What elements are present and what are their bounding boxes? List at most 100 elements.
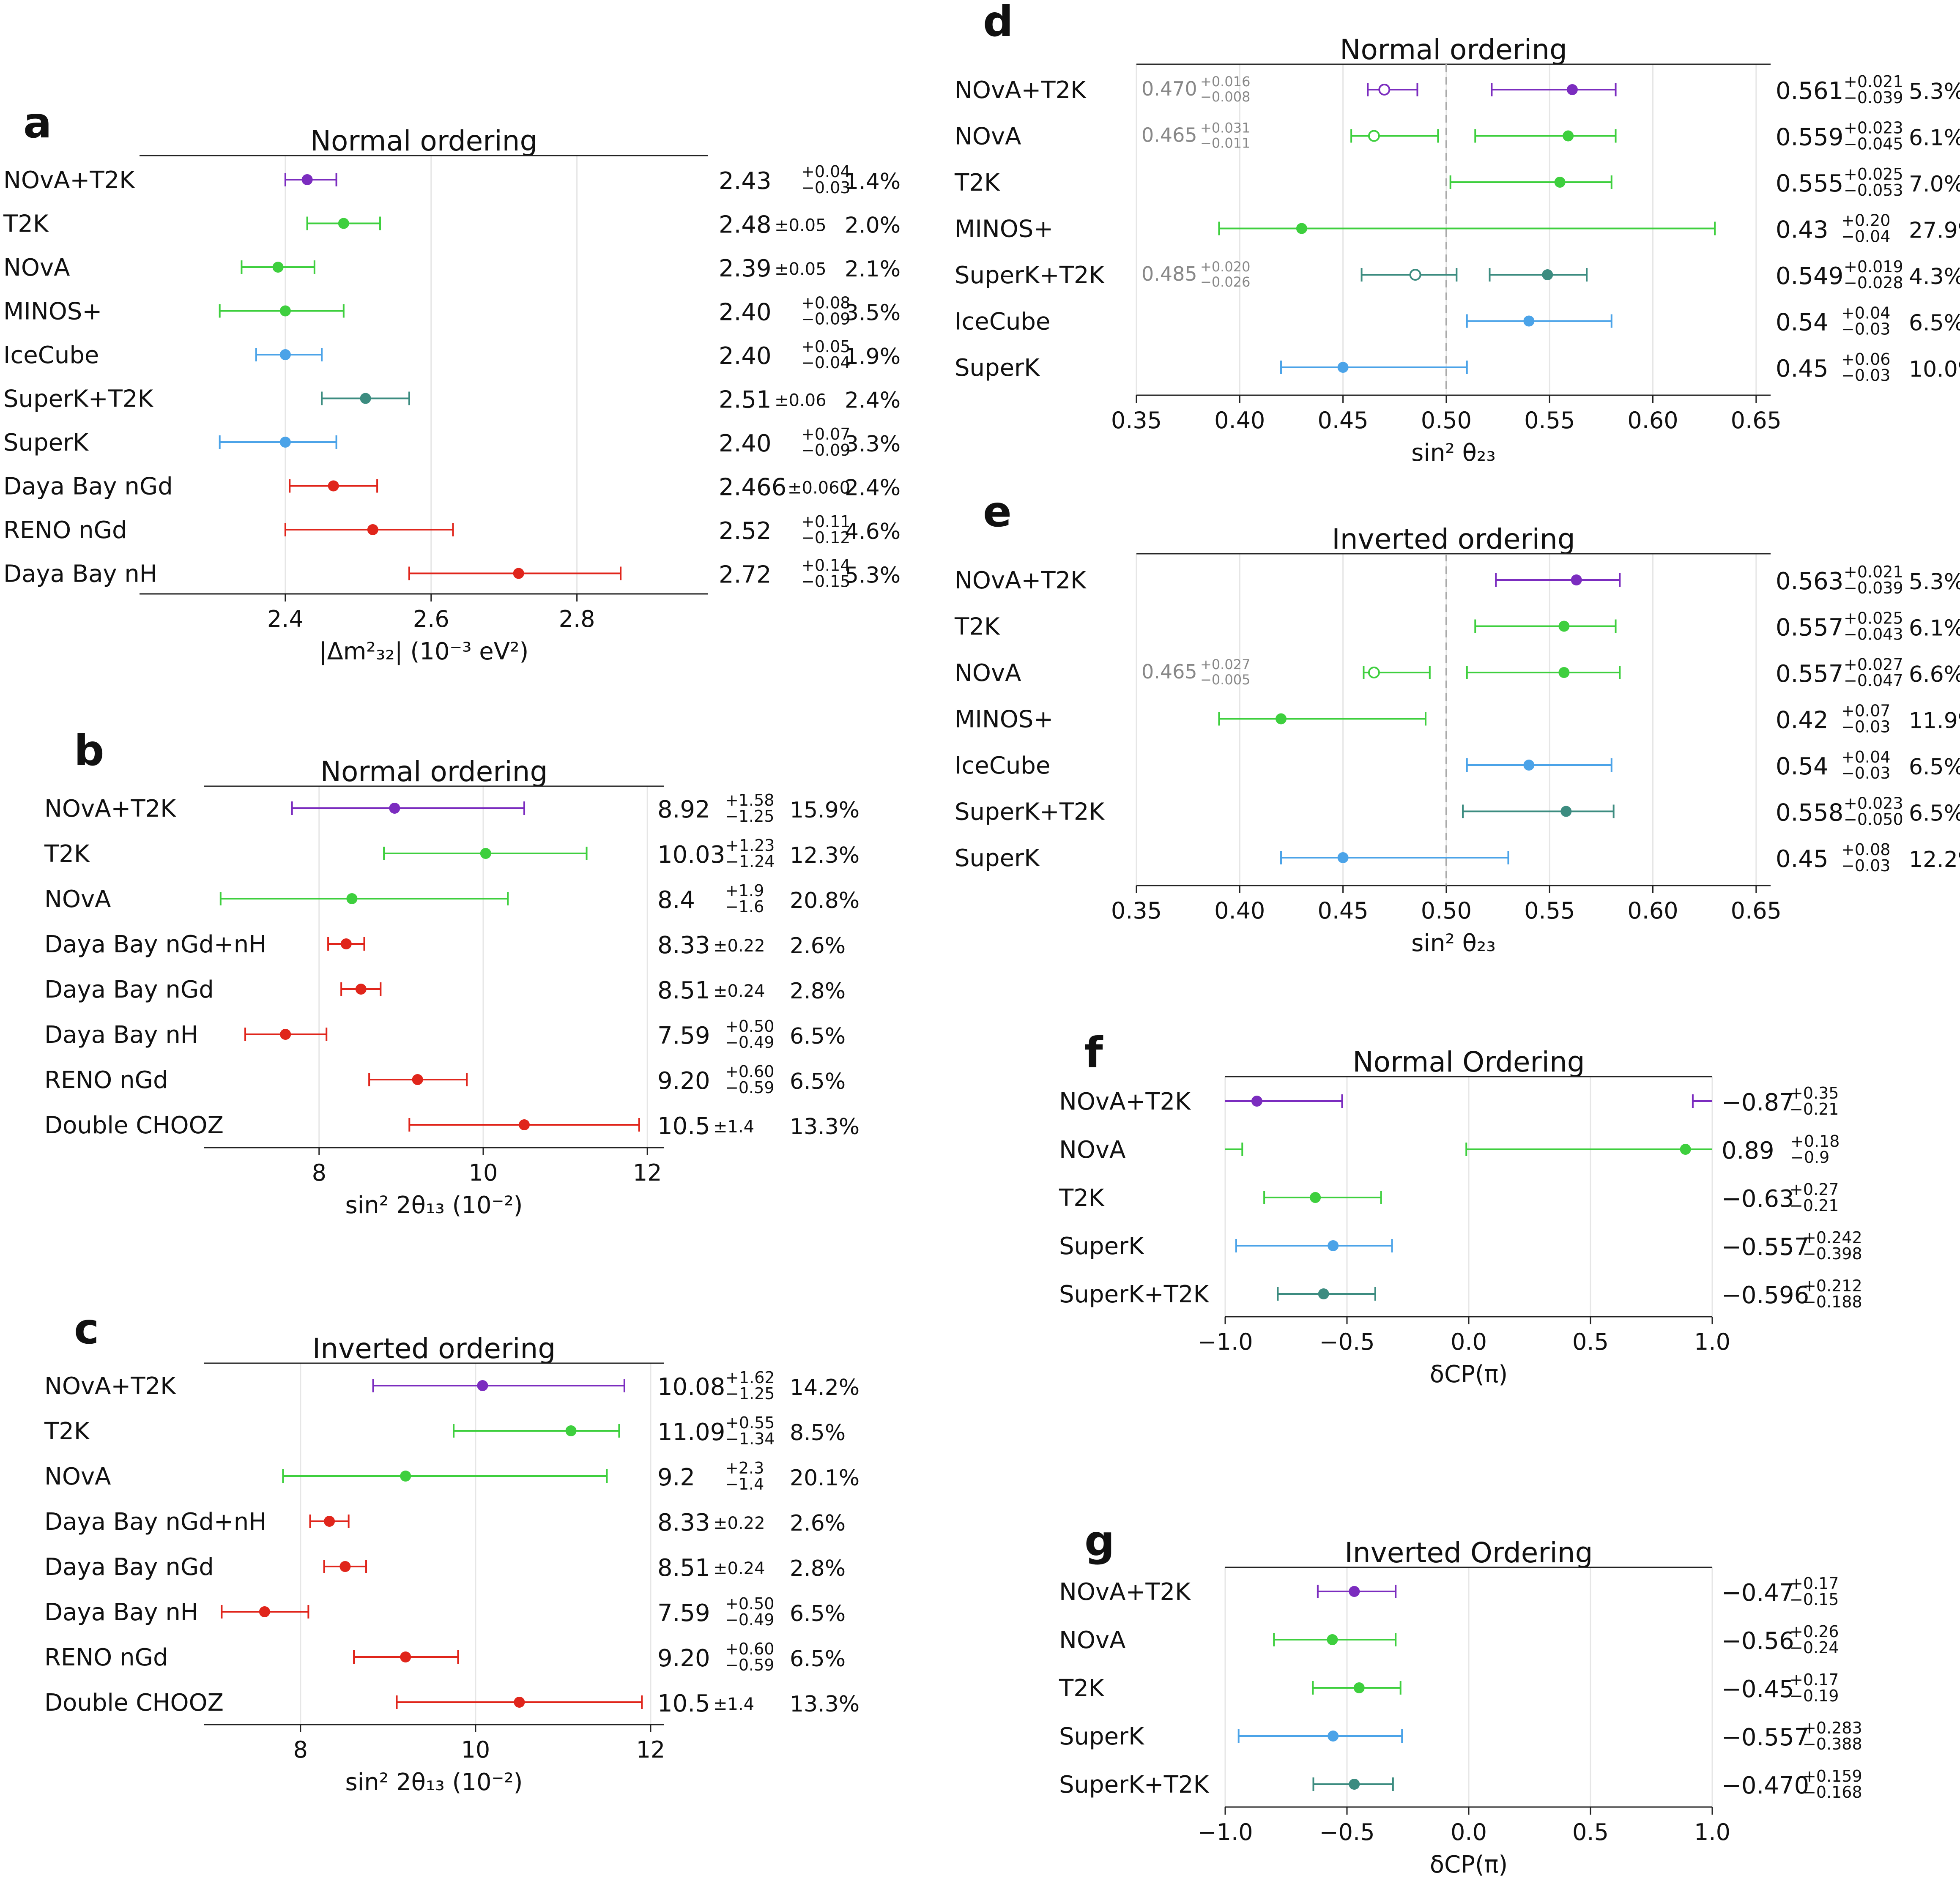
error-down: −1.4 (725, 1475, 764, 1493)
row-label: NOvA (955, 659, 1021, 687)
row-label: SuperK+T2K (3, 385, 154, 413)
error-up: +0.50 (725, 1594, 774, 1613)
data-point (1276, 713, 1287, 725)
central-value: 0.89 (1722, 1137, 1774, 1165)
relative-error: 6.5% (790, 1069, 846, 1094)
error-down: −0.12 (801, 528, 850, 547)
error-up: +0.025 (1844, 609, 1903, 628)
data-point (1523, 760, 1535, 771)
data-point (1251, 1096, 1262, 1107)
secondary-error-down: −0.005 (1200, 672, 1250, 688)
row-label: RENO nGd (44, 1066, 168, 1094)
error-down: −1.24 (725, 852, 775, 871)
relative-error: 14.2% (790, 1375, 860, 1400)
relative-error: 5.3% (1909, 569, 1960, 595)
row-label: NOvA+T2K (44, 1372, 176, 1400)
error-up: +0.019 (1844, 257, 1903, 276)
row-label: Double CHOOZ (44, 1112, 224, 1139)
error-down: −0.039 (1844, 88, 1903, 107)
error-up: +0.021 (1844, 563, 1903, 581)
central-value: −0.470 (1722, 1772, 1809, 1799)
x-tick-label: 10 (469, 1159, 498, 1186)
x-axis-label: |Δm²₃₂| (10⁻³ eV²) (319, 638, 529, 665)
central-value: 0.557 (1776, 614, 1843, 642)
x-tick-label: 0.35 (1111, 897, 1162, 924)
x-tick-label: 8 (293, 1736, 308, 1763)
data-point (340, 938, 352, 949)
error-up: +0.26 (1790, 1622, 1839, 1641)
data-point (477, 1380, 488, 1391)
panel-letter: f (1084, 1028, 1103, 1077)
error-down: −0.04 (1841, 227, 1890, 246)
panel-letter: c (74, 1304, 99, 1353)
data-point (1680, 1144, 1691, 1155)
error-down: −0.039 (1844, 579, 1903, 597)
x-axis-label: sin² 2θ₁₃ (10⁻²) (345, 1769, 523, 1796)
error-up: +0.20 (1841, 211, 1890, 230)
data-point (1353, 1682, 1365, 1693)
error-down: −0.24 (1790, 1638, 1839, 1657)
central-value: 9.20 (657, 1067, 710, 1095)
central-value: 0.559 (1776, 124, 1843, 151)
relative-error: 15.9% (790, 798, 860, 823)
chart-title: Inverted ordering (1332, 523, 1575, 555)
data-point (400, 1651, 411, 1662)
row-label: Daya Bay nH (44, 1021, 198, 1049)
relative-error: 20.1% (790, 1465, 860, 1491)
data-point (1337, 362, 1349, 373)
relative-error: 20.8% (790, 888, 860, 913)
symmetric-error: ±0.060 (788, 478, 850, 498)
data-point (324, 1516, 335, 1527)
row-label: SuperK (3, 429, 89, 457)
central-value: 11.09 (657, 1419, 725, 1446)
data-point (480, 848, 491, 859)
error-up: +0.023 (1844, 794, 1903, 813)
relative-error: 3.3% (845, 432, 901, 457)
row-label: NOvA+T2K (955, 567, 1087, 594)
secondary-data-point (1368, 130, 1380, 142)
relative-error: 5.3% (1909, 79, 1960, 104)
relative-error: 6.5% (790, 1646, 846, 1672)
row-label: NOvA+T2K (44, 795, 176, 823)
relative-error: 3.5% (845, 301, 901, 326)
error-down: −0.03 (1841, 366, 1890, 385)
relative-error: 7.0% (1909, 172, 1960, 197)
central-value: 0.45 (1776, 845, 1829, 873)
row-label: SuperK (955, 845, 1040, 872)
data-point (1310, 1192, 1321, 1203)
relative-error: 13.3% (790, 1114, 860, 1140)
error-up: +0.025 (1844, 165, 1903, 183)
central-value: 0.54 (1776, 753, 1829, 780)
data-point (346, 893, 358, 904)
central-value: −0.557 (1722, 1233, 1809, 1261)
chart-title: Normal ordering (1340, 33, 1567, 66)
x-tick-label: 2.4 (267, 606, 304, 632)
row-label: MINOS+ (955, 706, 1053, 733)
relative-error: 6.5% (1909, 755, 1960, 780)
panel-letter: e (983, 487, 1012, 536)
data-point (1571, 574, 1582, 585)
error-up: +0.021 (1844, 72, 1903, 91)
row-label: T2K (954, 169, 1000, 197)
x-tick-label: 0.40 (1214, 897, 1265, 924)
error-down: −0.15 (801, 572, 850, 591)
secondary-error-up: +0.020 (1200, 259, 1250, 275)
central-value: 2.51 (719, 386, 772, 414)
relative-error: 1.9% (845, 344, 901, 369)
central-value: 8.4 (657, 886, 695, 914)
error-up: +0.14 (801, 556, 850, 575)
central-value: 10.5 (657, 1113, 710, 1140)
panel-letter: a (23, 98, 52, 148)
data-point (1560, 806, 1572, 817)
x-tick-label: 0.50 (1421, 407, 1472, 434)
data-point (1296, 223, 1307, 234)
error-down: −0.9 (1790, 1148, 1829, 1167)
x-tick-label: −0.5 (1319, 1819, 1374, 1845)
relative-error: 6.1% (1909, 616, 1960, 641)
central-value: 0.54 (1776, 309, 1829, 336)
error-down: −0.398 (1803, 1244, 1862, 1263)
x-tick-label: −0.5 (1319, 1329, 1374, 1355)
relative-error: 2.0% (845, 213, 901, 238)
central-value: 0.45 (1776, 355, 1829, 383)
x-tick-label: −1.0 (1197, 1819, 1253, 1845)
